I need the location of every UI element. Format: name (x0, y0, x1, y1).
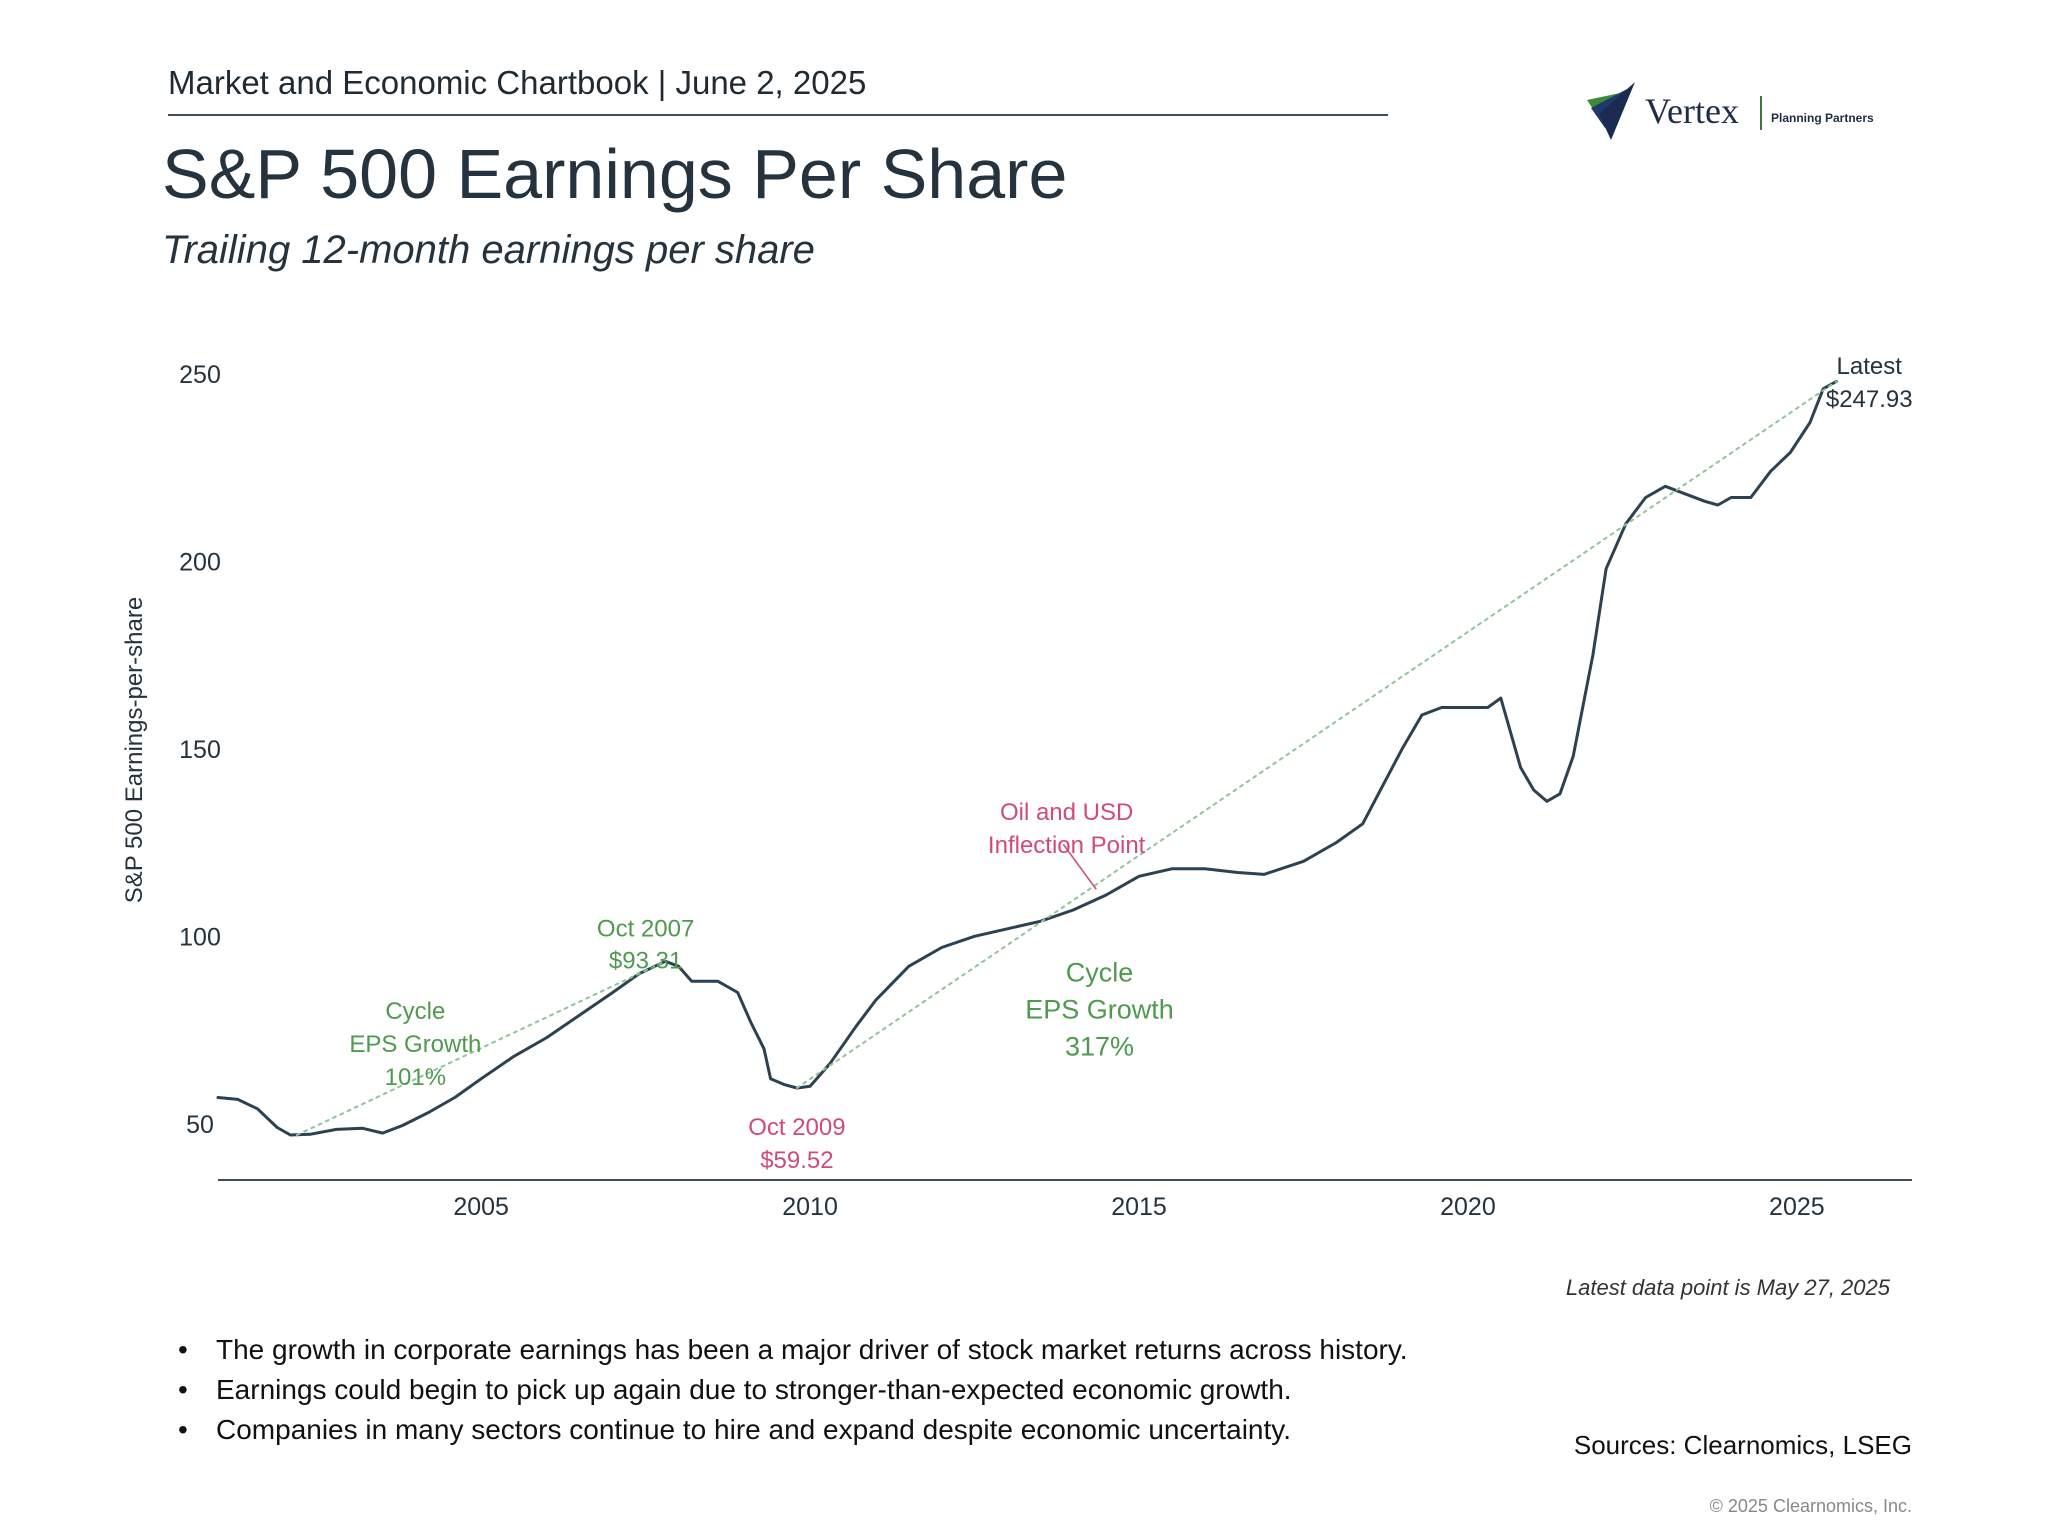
annotation-oct-2007: Oct 2007 $93.31 (597, 915, 694, 974)
annotation-line: Inflection Point (988, 832, 1146, 859)
x-axis-ticks: 2005 2010 2015 2020 2025 (453, 1193, 1824, 1221)
bullet-item: Companies in many sectors continue to hi… (178, 1410, 1478, 1450)
chartbook-header: Market and Economic Chartbook | June 2, … (168, 64, 867, 101)
y-tick-label: 150 (179, 736, 221, 764)
annotation-line: 317% (1065, 1031, 1134, 1061)
series-group (216, 380, 1838, 1137)
annotation-cycle-1: Cycle EPS Growth 101% (349, 998, 481, 1091)
trend-line (795, 380, 1838, 1089)
annotation-line: Latest (1837, 353, 1903, 380)
x-tick-label: 2015 (1111, 1193, 1167, 1221)
annotation-line: Oil and USD (1000, 799, 1133, 826)
vertex-chevron-icon (1587, 82, 1635, 140)
annotation-line: Oct 2007 (597, 915, 694, 942)
sources-note: Sources: Clearnomics, LSEG (1573, 1430, 1912, 1460)
annotation-oct-2009: Oct 2009 $59.52 (748, 1114, 845, 1174)
annotation-line: Cycle (385, 998, 445, 1025)
annotation-line: Oct 2009 (748, 1114, 845, 1141)
header-divider (168, 114, 1388, 116)
annotations-group: Oct 2007 $93.31 Cycle EPS Growth 101% Oct 200… (349, 353, 1912, 1174)
y-tick-label: 200 (179, 548, 221, 576)
annotation-oil-usd: Oil and USD Inflection Point (988, 799, 1146, 859)
callout-lines (1062, 843, 1097, 890)
x-tick-label: 2010 (782, 1193, 838, 1221)
latest-data-footnote: Latest data point is May 27, 2025 (1565, 1275, 1890, 1300)
annotation-text: Cycle EPS Growth 317% (1025, 957, 1174, 1061)
y-tick-label: 50 (186, 1111, 214, 1139)
y-axis-title-group: S&P 500 Earnings-per-share (121, 597, 148, 903)
copyright-note: © 2025 Clearnomics, Inc. (1709, 1496, 1912, 1516)
annotation-line: Cycle (1066, 957, 1134, 987)
annotation-text: Oct 2007 $93.31 (597, 915, 694, 974)
y-axis-title: S&P 500 Earnings-per-share (121, 597, 148, 903)
annotation-text: Cycle EPS Growth 101% (349, 998, 481, 1091)
y-tick-label: 100 (179, 923, 221, 951)
x-tick-label: 2025 (1769, 1193, 1825, 1221)
annotation-line: EPS Growth (349, 1031, 481, 1058)
bullet-list: The growth in corporate earnings has bee… (178, 1330, 1478, 1450)
x-tick-label: 2020 (1440, 1193, 1496, 1221)
page-subtitle: Trailing 12-month earnings per share (162, 228, 815, 272)
bullet-item: The growth in corporate earnings has bee… (178, 1330, 1478, 1370)
logo-tagline: Planning Partners (1771, 111, 1874, 125)
annotation-text: Oct 2009 $59.52 (748, 1114, 845, 1174)
y-axis-ticks: 250 200 150 100 50 (179, 361, 221, 1139)
annotation-line: $247.93 (1826, 386, 1913, 413)
eps-series-line (216, 380, 1838, 1137)
logo-brand: Vertex (1645, 91, 1739, 131)
annotation-line: $93.31 (609, 947, 682, 974)
logo-separator (1760, 96, 1762, 130)
page-title: S&P 500 Earnings Per Share (162, 135, 1068, 213)
annotation-cycle-2: Cycle EPS Growth 317% (1025, 957, 1174, 1061)
vertex-logo: Vertex Planning Partners (1585, 78, 1905, 148)
annotation-text: Latest $247.93 (1826, 353, 1913, 413)
annotation-text: Oil and USD Inflection Point (988, 799, 1146, 859)
annotation-line: $59.52 (760, 1147, 833, 1174)
y-tick-label: 250 (179, 361, 221, 389)
oil-usd-callout-line (1062, 843, 1097, 890)
annotation-line: EPS Growth (1025, 994, 1174, 1024)
annotation-latest: Latest $247.93 (1826, 353, 1913, 413)
bullet-item: Earnings could begin to pick up again du… (178, 1370, 1478, 1410)
x-tick-label: 2005 (453, 1193, 509, 1221)
annotation-line: 101% (385, 1064, 446, 1091)
trend-line (295, 960, 667, 1136)
